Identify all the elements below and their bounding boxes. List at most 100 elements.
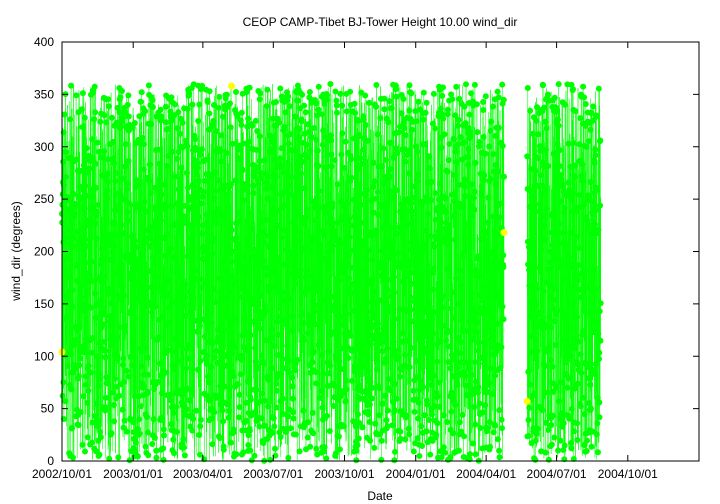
data-point — [487, 365, 494, 372]
data-point — [321, 448, 327, 455]
data-point — [281, 188, 288, 195]
data-point — [566, 375, 572, 382]
data-point — [232, 315, 239, 322]
data-point — [566, 353, 573, 360]
data-point — [286, 183, 293, 190]
data-point — [387, 166, 394, 173]
data-point — [499, 303, 506, 310]
data-point — [424, 401, 431, 408]
data-point — [565, 253, 572, 260]
data-point — [69, 425, 76, 431]
data-point — [379, 400, 386, 407]
data-point — [194, 165, 201, 172]
data-point — [242, 268, 249, 275]
data-point — [553, 296, 560, 303]
data-point — [286, 369, 292, 376]
data-point — [175, 186, 182, 193]
data-point — [489, 327, 495, 334]
data-point — [480, 107, 487, 113]
data-point — [96, 148, 102, 155]
data-point — [412, 270, 419, 277]
data-point — [296, 448, 303, 455]
y-tick-label: 300 — [34, 140, 54, 154]
data-point — [125, 217, 131, 224]
data-point — [595, 85, 602, 92]
data-point — [313, 380, 320, 387]
data-point — [369, 395, 376, 402]
data-point — [149, 441, 156, 447]
data-point — [533, 301, 540, 308]
data-point — [326, 428, 333, 434]
data-point — [542, 237, 549, 244]
data-point — [110, 402, 117, 408]
data-point — [334, 291, 341, 298]
data-point — [81, 232, 88, 239]
data-point — [104, 170, 111, 177]
y-tick-label: 350 — [34, 87, 54, 101]
data-point — [130, 231, 136, 238]
data-point — [214, 359, 221, 366]
data-point — [230, 429, 237, 436]
data-point — [469, 391, 476, 397]
data-point — [548, 441, 555, 448]
data-point — [218, 158, 225, 165]
data-point — [446, 141, 453, 147]
data-point — [122, 323, 129, 329]
data-point — [462, 236, 469, 243]
data-point — [415, 415, 422, 422]
data-point — [236, 391, 243, 398]
data-point — [449, 289, 456, 296]
data-point — [181, 294, 188, 301]
data-point — [150, 284, 157, 291]
data-point — [133, 244, 140, 251]
data-point — [309, 409, 316, 416]
data-point — [384, 345, 391, 352]
data-point — [287, 425, 294, 432]
data-point — [192, 136, 199, 143]
data-point — [155, 316, 162, 323]
data-point — [404, 273, 411, 280]
data-point — [554, 229, 561, 236]
data-point — [500, 264, 507, 271]
data-point — [372, 420, 379, 427]
data-point — [409, 183, 416, 190]
data-point — [373, 82, 380, 88]
data-point — [141, 288, 148, 295]
data-point — [115, 392, 122, 399]
data-point — [102, 354, 109, 361]
data-point — [450, 430, 457, 437]
data-point — [73, 156, 80, 163]
data-point — [591, 370, 598, 377]
data-point — [286, 103, 293, 110]
data-point — [342, 397, 349, 404]
data-point — [125, 157, 132, 164]
data-point — [157, 372, 164, 379]
data-point — [472, 378, 479, 385]
data-point — [214, 206, 221, 213]
data-point — [285, 140, 292, 147]
data-point — [442, 235, 449, 242]
data-point — [176, 273, 183, 280]
data-point — [262, 179, 269, 186]
data-point — [304, 121, 311, 128]
data-point — [470, 336, 477, 343]
data-point — [125, 113, 132, 120]
data-point — [474, 319, 481, 326]
data-point — [325, 348, 332, 355]
data-point — [476, 400, 483, 407]
data-point — [542, 146, 549, 153]
data-point — [415, 171, 422, 178]
data-point — [188, 204, 195, 211]
data-point — [446, 223, 453, 229]
data-point — [263, 337, 270, 344]
data-point — [560, 447, 567, 453]
data-point — [166, 276, 173, 283]
data-point — [210, 235, 217, 242]
data-point — [247, 396, 254, 403]
data-point — [439, 304, 446, 311]
data-point — [320, 127, 327, 134]
data-point — [105, 156, 112, 163]
data-point — [207, 397, 213, 404]
data-point — [110, 155, 117, 162]
data-point — [417, 319, 424, 326]
